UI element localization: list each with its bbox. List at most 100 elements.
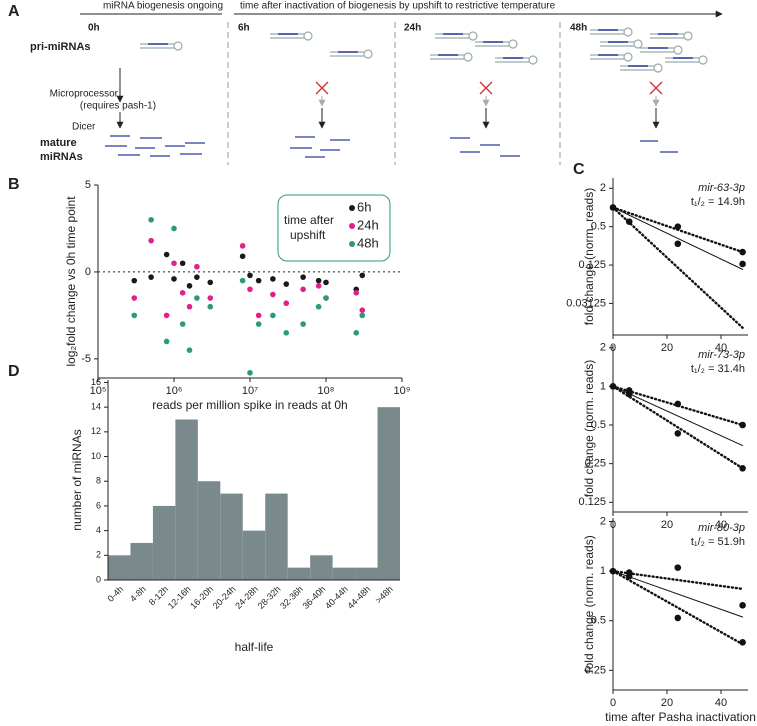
point	[171, 276, 177, 282]
point	[255, 312, 262, 319]
fit-line	[612, 385, 744, 447]
point	[148, 216, 154, 223]
point	[131, 277, 138, 284]
point	[353, 290, 360, 296]
bar	[130, 542, 153, 580]
point	[247, 272, 253, 279]
point	[300, 321, 306, 327]
legend-swatch	[349, 205, 355, 211]
y-tick-label: 0.125	[578, 259, 606, 271]
row-label: miRNAs	[40, 151, 83, 163]
x-tick-label: 12-16h	[166, 584, 193, 611]
x-tick-label: 20	[661, 697, 673, 709]
y-tick-label: 10	[91, 451, 101, 461]
point	[674, 430, 682, 437]
x-tick-label: 10⁸	[318, 385, 335, 397]
legend-label: 24h	[357, 217, 379, 232]
point	[186, 347, 193, 353]
bar	[152, 505, 176, 580]
x-axis-label: reads per million spike in reads at 0h	[152, 398, 347, 412]
x-tick-label: 16-20h	[188, 584, 215, 611]
x-tick-label: 40	[715, 342, 727, 354]
point	[625, 218, 633, 225]
point	[186, 283, 193, 289]
x-tick-label: 20-24h	[211, 584, 238, 611]
half-life: t₁/₂ = 31.4h	[691, 363, 745, 375]
y-axis-label: number of miRNAs	[70, 429, 84, 530]
x-tick-label: 24-28h	[233, 584, 260, 611]
x-tick-label: 28-32h	[256, 584, 283, 611]
fit-line	[612, 570, 744, 618]
point	[739, 638, 746, 646]
point	[283, 329, 290, 336]
point	[163, 338, 170, 345]
x-tick-label: 10⁹	[394, 385, 411, 397]
x-axis-label: half-life	[235, 640, 274, 654]
chart: 2 1 0.5 0.25 0 20 40 fold change (norm. reads) t…	[582, 515, 756, 724]
bar	[108, 555, 131, 580]
point	[194, 295, 200, 301]
point	[609, 204, 617, 211]
point	[359, 307, 366, 313]
x-tick-label: 10⁷	[242, 385, 258, 397]
fit-line	[611, 385, 744, 470]
x-tick-label: 20	[661, 519, 673, 531]
y-axis-label: fold change (norm. reads)	[582, 360, 596, 497]
point	[323, 295, 329, 301]
point	[625, 573, 633, 580]
point	[171, 225, 177, 232]
mature-mirnas	[105, 135, 678, 158]
bar	[175, 419, 198, 580]
point	[239, 243, 246, 249]
legend-box	[277, 194, 391, 262]
y-tick-label: 6	[96, 500, 101, 510]
x-tick-label: 40	[715, 697, 727, 709]
point	[247, 369, 253, 376]
point	[283, 300, 290, 307]
fit-line	[611, 569, 744, 646]
y-tick-label: 0.5	[591, 221, 606, 233]
point	[315, 283, 322, 289]
header: miRNA biogenesis ongoing	[103, 1, 223, 12]
point	[739, 421, 746, 429]
y-tick-label: 1	[600, 380, 606, 392]
y-tick-label: 0.5	[591, 615, 606, 627]
point	[300, 274, 306, 280]
legend-title: time after upshift	[284, 213, 334, 242]
fit-line	[612, 206, 744, 270]
bar	[287, 567, 311, 580]
point	[739, 464, 746, 472]
point	[207, 279, 214, 286]
point	[207, 295, 214, 301]
point	[247, 286, 253, 293]
gene-name: mir-73-3p	[698, 349, 745, 361]
bar	[310, 555, 333, 580]
bar	[242, 530, 266, 580]
point	[353, 329, 360, 336]
x-tick-label: 36-40h	[301, 584, 328, 611]
x-tick-label: 10⁶	[166, 385, 183, 397]
y-tick-label: 1	[600, 565, 606, 577]
point	[674, 564, 682, 571]
point	[148, 274, 154, 280]
point	[131, 312, 138, 319]
point	[148, 237, 154, 244]
point	[359, 272, 366, 279]
x-tick-label: >48h	[373, 584, 394, 605]
legend-swatch	[349, 223, 355, 229]
y-tick-label: 2	[600, 515, 606, 527]
y-tick-label: 0	[85, 266, 91, 278]
x-tick-label: 4-8h	[128, 584, 148, 604]
x-tick-label: 0-4h	[106, 584, 126, 604]
bar	[197, 481, 221, 580]
half-life: t₁/₂ = 14.9h	[691, 196, 745, 208]
timepoint: 48h	[570, 23, 587, 34]
point	[239, 277, 246, 284]
point	[270, 312, 276, 319]
y-tick-label: 16	[91, 377, 101, 387]
point	[739, 248, 746, 256]
row-label: pri-miRNAs	[30, 41, 91, 53]
point	[270, 291, 276, 298]
